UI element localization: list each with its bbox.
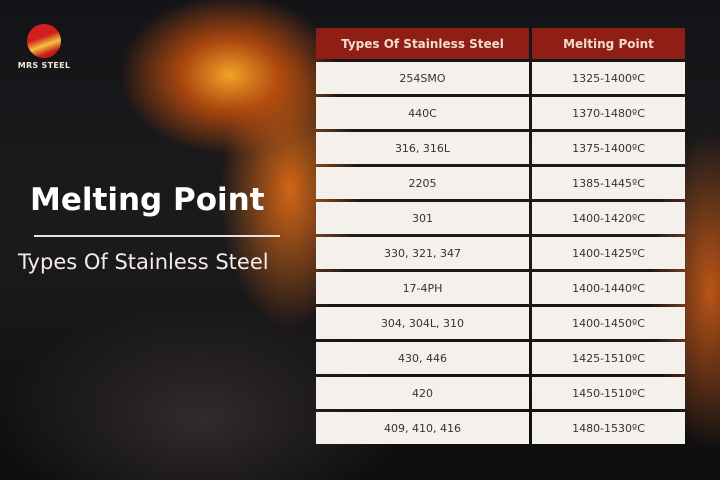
melting-point-cell: 1375-1400ºC [532,132,685,164]
steel-type-cell: 420 [316,377,529,409]
steel-type-cell: 301 [316,202,529,234]
melting-point-cell: 1450-1510ºC [532,377,685,409]
melting-point-cell: 1480-1530ºC [532,412,685,444]
steel-type-cell: 2205 [316,167,529,199]
melting-point-cell: 1400-1440ºC [532,272,685,304]
table-row: 409, 410, 416 1480-1530ºC [316,412,685,444]
steel-type-cell: 330, 321, 347 [316,237,529,269]
steel-type-cell: 316, 316L [316,132,529,164]
steel-type-cell: 430, 446 [316,342,529,374]
melting-point-cell: 1385-1445ºC [532,167,685,199]
table-row: 420 1450-1510ºC [316,377,685,409]
logo-emblem-icon [27,24,61,58]
steel-type-cell: 17-4PH [316,272,529,304]
table-row: 330, 321, 347 1400-1425ºC [316,237,685,269]
steel-type-cell: 304, 304L, 310 [316,307,529,339]
divider [34,235,280,237]
melting-point-cell: 1325-1400ºC [532,62,685,94]
steel-type-cell: 254SMO [316,62,529,94]
page-title: Melting Point [30,182,265,218]
table-row: 440C 1370-1480ºC [316,97,685,129]
page-subtitle: Types Of Stainless Steel [18,250,269,274]
melting-point-cell: 1425-1510ºC [532,342,685,374]
logo: MRS STEEL [14,24,74,70]
table-header-row: Types Of Stainless Steel Melting Point [316,28,685,59]
melting-point-cell: 1400-1420ºC [532,202,685,234]
table-row: 17-4PH 1400-1440ºC [316,272,685,304]
melting-point-cell: 1370-1480ºC [532,97,685,129]
table-row: 301 1400-1420ºC [316,202,685,234]
column-header-melting-point: Melting Point [532,28,685,59]
melting-point-table: Types Of Stainless Steel Melting Point 2… [313,25,688,447]
table-row: 430, 446 1425-1510ºC [316,342,685,374]
steel-type-cell: 409, 410, 416 [316,412,529,444]
column-header-type: Types Of Stainless Steel [316,28,529,59]
steel-type-cell: 440C [316,97,529,129]
melting-point-cell: 1400-1425ºC [532,237,685,269]
melting-point-cell: 1400-1450ºC [532,307,685,339]
table-row: 304, 304L, 310 1400-1450ºC [316,307,685,339]
logo-text: MRS STEEL [17,61,71,70]
table-row: 2205 1385-1445ºC [316,167,685,199]
table-row: 254SMO 1325-1400ºC [316,62,685,94]
table-row: 316, 316L 1375-1400ºC [316,132,685,164]
